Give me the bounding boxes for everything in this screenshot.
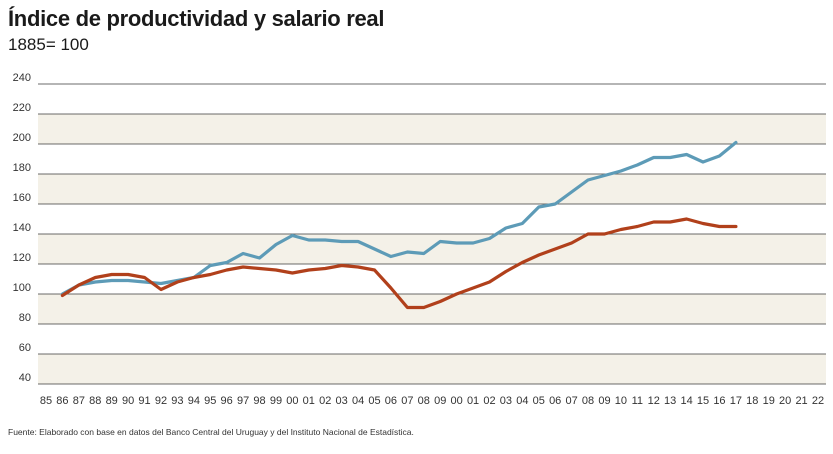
x-tick-label: 92 — [155, 395, 167, 407]
y-tick-label: 120 — [13, 252, 31, 264]
x-tick-label: 06 — [385, 395, 397, 407]
x-tick-label: 02 — [483, 395, 495, 407]
x-tick-label: 16 — [713, 395, 725, 407]
x-tick-label: 08 — [418, 395, 430, 407]
x-tick-label: 07 — [401, 395, 413, 407]
x-tick-label: 04 — [516, 395, 528, 407]
x-tick-label: 05 — [368, 395, 380, 407]
x-tick-label: 09 — [434, 395, 446, 407]
x-tick-label: 97 — [237, 395, 249, 407]
band — [38, 114, 826, 144]
y-tick-label: 60 — [19, 342, 31, 354]
x-tick-label: 87 — [73, 395, 85, 407]
series-line-productividad — [60, 140, 738, 296]
x-tick-label: 93 — [171, 395, 183, 407]
series-line-salario — [60, 217, 738, 310]
x-tick-label: 09 — [598, 395, 610, 407]
chart-title: Índice de productividad y salario real — [8, 6, 385, 31]
x-tick-label: 10 — [615, 395, 627, 407]
chart-subtitle: 1885= 100 — [8, 35, 89, 54]
x-tick-label: 05 — [533, 395, 545, 407]
x-tick-label: 11 — [632, 395, 643, 407]
source-note: Fuente: Elaborado con base en datos del … — [8, 427, 414, 437]
x-tick-label: 95 — [204, 395, 216, 407]
x-tick-label: 90 — [122, 395, 134, 407]
y-tick-label: 240 — [13, 72, 31, 84]
x-axis-ticks: 85 86 87 88 89 90 91 92 93 94 95 96 97 98 99 00 01 02 03 04… — [40, 395, 824, 407]
y-axis-ticks: 40 60 80 100 120 140 160 180 200 220 240 — [13, 72, 31, 384]
y-tick-label: 220 — [13, 102, 31, 114]
band — [38, 354, 826, 384]
x-tick-label: 07 — [565, 395, 577, 407]
background-bands — [38, 114, 826, 384]
x-tick-label: 99 — [270, 395, 282, 407]
x-tick-label: 02 — [319, 395, 331, 407]
x-tick-label: 13 — [664, 395, 676, 407]
x-tick-label: 03 — [336, 395, 348, 407]
y-tick-label: 160 — [13, 192, 31, 204]
x-tick-label: 17 — [730, 395, 742, 407]
x-tick-label: 06 — [549, 395, 561, 407]
x-tick-label: 01 — [467, 395, 479, 407]
series-lines — [60, 140, 738, 310]
x-tick-label: 19 — [763, 395, 775, 407]
x-tick-label: 12 — [648, 395, 660, 407]
y-tick-label: 40 — [19, 372, 31, 384]
x-tick-label: 15 — [697, 395, 709, 407]
x-tick-label: 08 — [582, 395, 594, 407]
x-tick-label: 88 — [89, 395, 101, 407]
x-tick-label: 00 — [451, 395, 463, 407]
x-tick-label: 94 — [188, 395, 200, 407]
band — [38, 294, 826, 324]
x-tick-label: 98 — [253, 395, 265, 407]
y-tick-label: 80 — [19, 312, 31, 324]
x-tick-label: 91 — [138, 395, 150, 407]
x-tick-label: 22 — [812, 395, 824, 407]
y-tick-label: 180 — [13, 162, 31, 174]
x-tick-label: 04 — [352, 395, 364, 407]
y-tick-label: 100 — [13, 282, 31, 294]
x-tick-label: 03 — [500, 395, 512, 407]
x-tick-label: 00 — [286, 395, 298, 407]
y-tick-label: 200 — [13, 132, 31, 144]
x-tick-label: 20 — [779, 395, 791, 407]
x-tick-label: 18 — [746, 395, 758, 407]
x-tick-label: 14 — [680, 395, 692, 407]
x-tick-label: 89 — [106, 395, 118, 407]
gridlines — [38, 83, 826, 385]
x-tick-label: 85 — [40, 395, 52, 407]
x-tick-label: 86 — [56, 395, 68, 407]
y-tick-label: 140 — [13, 222, 31, 234]
x-tick-label: 21 — [795, 395, 807, 407]
x-tick-label: 96 — [221, 395, 233, 407]
band — [38, 174, 826, 204]
x-tick-label: 01 — [303, 395, 315, 407]
